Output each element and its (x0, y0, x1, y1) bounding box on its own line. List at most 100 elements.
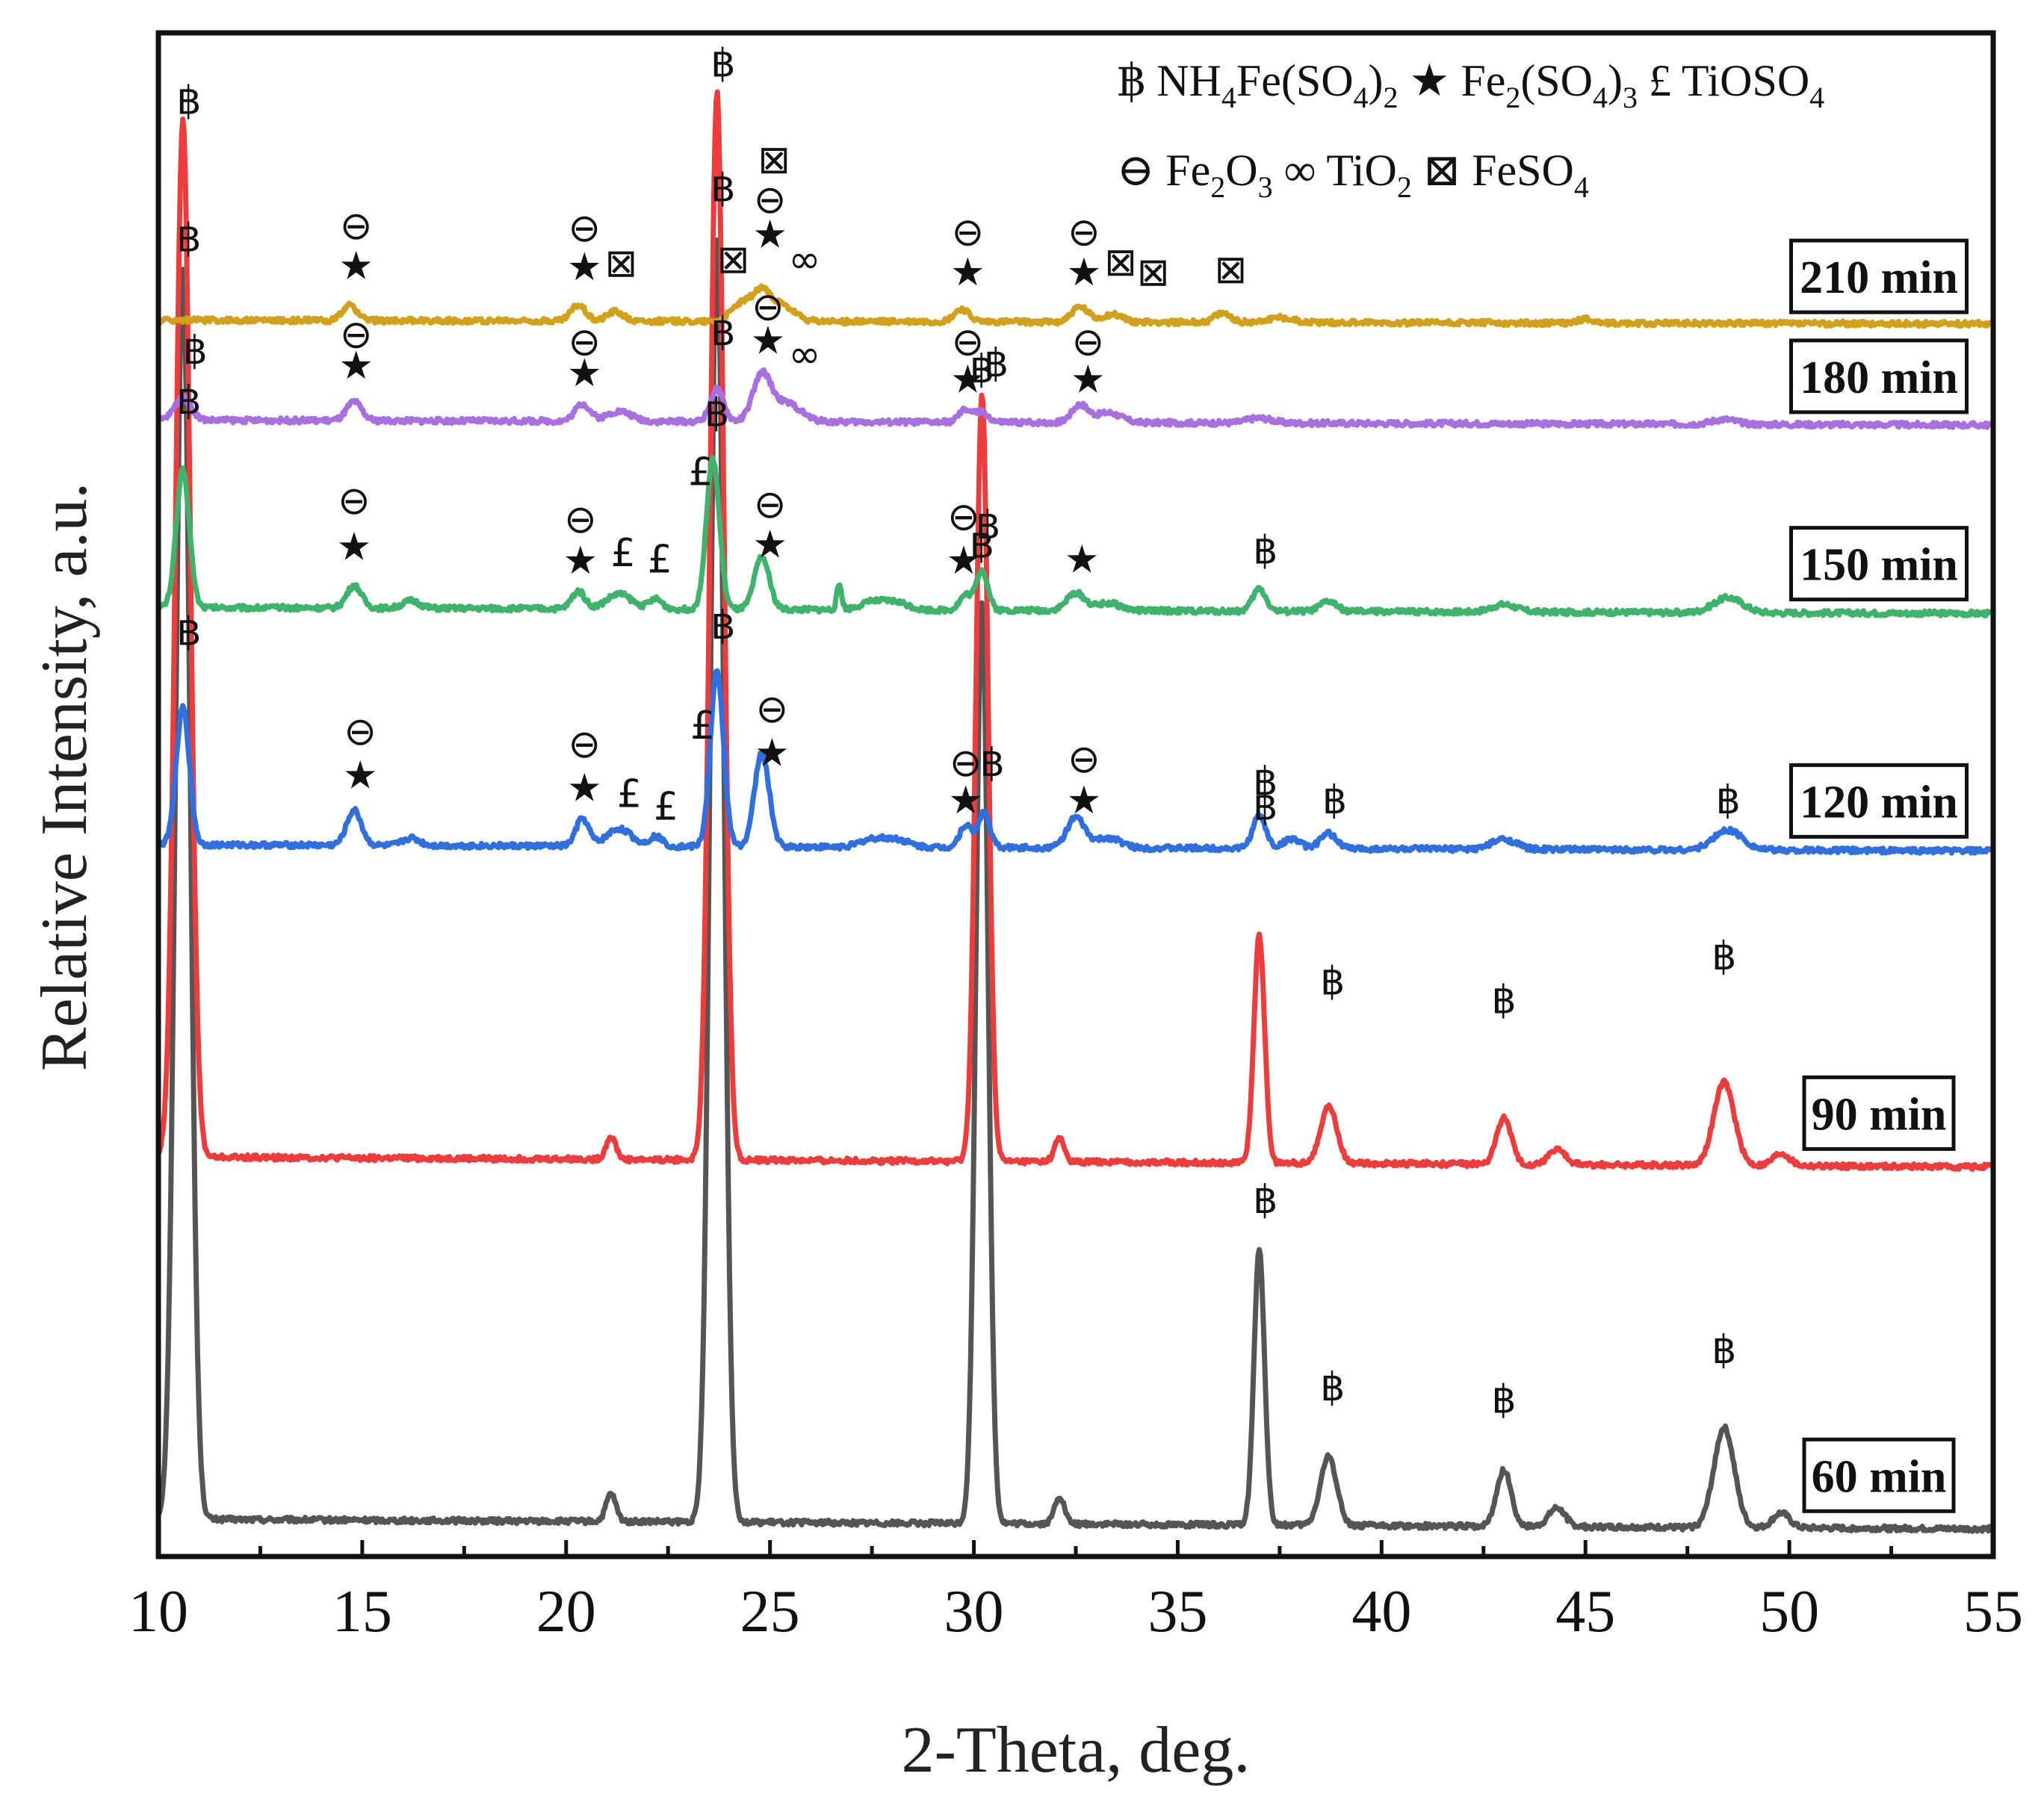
fe2o3-marker: ⊖ (947, 495, 980, 540)
series-line-90-min (155, 89, 1995, 1172)
x-axis-ticks: 10 15 20 25 30 35 40 45 50 55 (128, 1540, 2023, 1645)
tioso4-marker: £ (648, 537, 672, 582)
x-tick-label: 55 (1963, 1579, 2023, 1645)
feso4-marker: ⊠ (605, 241, 638, 286)
fe2o3-marker: ⊖ (754, 178, 787, 223)
fe2so43-marker: ★ (567, 766, 602, 810)
nh4fe-marker: ฿ (710, 167, 735, 211)
nh4fe-marker: ฿ (1712, 934, 1736, 979)
tioso4-marker: £ (617, 772, 642, 817)
series-line-60-min (155, 237, 1996, 1534)
nh4fe-marker: ฿ (1253, 1178, 1278, 1223)
x-tick-label: 40 (1351, 1579, 1411, 1645)
fe2o3-marker: ⊖ (752, 285, 784, 330)
series-label-text: 150 min (1800, 540, 1958, 591)
series-label-layer: 60 min 90 min 120 min 150 min 180 min 210 min (1789, 238, 1969, 1513)
fe2so43-marker: ★ (950, 358, 985, 403)
legend-symbol-tioso4: £ (1649, 56, 1671, 105)
nh4fe-marker: ฿ (1253, 784, 1278, 829)
feso4-marker: ⊠ (758, 137, 790, 182)
nh4fe-marker: ฿ (176, 79, 201, 124)
fe2so43-marker: ★ (751, 319, 786, 364)
series-label-box (1789, 526, 1969, 602)
x-tick-label: 50 (1759, 1579, 1819, 1645)
legend-row-1: ฿ NH4Fe(SO4)2 ★ Fe2(SO4)3 £ TiOSO4 (1117, 56, 1824, 117)
fe2o3-marker: ⊖ (564, 497, 597, 542)
nh4fe-marker: ฿ (1253, 529, 1278, 574)
x-tick-label: 15 (332, 1579, 392, 1645)
nh4fe-marker: ฿ (984, 341, 1009, 386)
fe2o3-marker: ⊖ (754, 482, 787, 527)
fe2so43-marker: ★ (338, 344, 374, 388)
fe2so43-marker: ★ (950, 250, 985, 295)
fe2so43-marker: ★ (338, 243, 374, 288)
fe2o3-marker: ⊖ (340, 312, 373, 357)
legend-symbol-feso4: ⊠ (1423, 146, 1461, 195)
legend-symbol-nh4fe: ฿ (1117, 56, 1145, 105)
legend: ฿ NH4Fe(SO4)2 ★ Fe2(SO4)3 £ TiOSO4 ⊖ Fe2… (1117, 56, 1824, 207)
series-label-150-min: 150 min (1789, 526, 1969, 602)
peak-marker-layer: ฿฿฿฿฿ ฿฿฿฿฿฿฿ ฿฿฿⊖★⊖★ £ ££฿⊖★ ⊖★฿ ⊖★ ฿฿฿฿⊖★⊖★ £ £… (176, 42, 1740, 1423)
legend-row-2: ⊖ Fe2O3 ∞ TiO2 ⊠ FeSO4 (1117, 146, 1589, 207)
fe2o3-marker: ⊖ (569, 722, 601, 767)
fe2so43-marker: ★ (948, 778, 983, 823)
tioso4-marker: £ (654, 784, 678, 829)
series-line-210-min (157, 283, 1996, 329)
nh4fe-marker: ฿ (970, 347, 994, 392)
series-line-150-min (155, 455, 1995, 618)
x-tick-label: 35 (1148, 1579, 1207, 1645)
fe2so43-marker: ★ (337, 525, 372, 570)
nh4fe-marker: ฿ (970, 522, 994, 567)
fe2so43-marker: ★ (563, 539, 598, 583)
fe2o3-marker: ⊖ (952, 210, 985, 255)
fe2o3-marker: ⊖ (1068, 737, 1100, 782)
fe2o3-marker: ⊖ (952, 320, 985, 364)
series-label-box (1789, 338, 1969, 415)
fe2o3-marker: ⊖ (950, 741, 982, 786)
nh4fe-marker: ฿ (1320, 1365, 1345, 1410)
series-label-text: 90 min (1812, 1089, 1947, 1140)
nh4fe-marker: ฿ (710, 310, 735, 355)
legend-symbol-tio2: ∞ (1284, 146, 1316, 195)
series-label-text: 120 min (1800, 777, 1958, 828)
legend-symbol-fe2so43: ★ (1410, 56, 1450, 105)
nh4fe-marker: ฿ (176, 379, 201, 423)
fe2so43-marker: ★ (1065, 537, 1100, 582)
nh4fe-marker: ฿ (980, 741, 1005, 786)
fe2o3-marker: ⊖ (1072, 320, 1105, 364)
fe2so43-marker: ★ (1067, 250, 1102, 295)
tio2-marker: ∞ (788, 332, 820, 377)
x-tick-label: 30 (944, 1579, 1004, 1645)
fe2o3-marker: ⊖ (1068, 210, 1100, 255)
fe2so43-marker: ★ (755, 731, 790, 776)
fe2so43-marker: ★ (752, 213, 787, 258)
series-label-box (1802, 1075, 1956, 1151)
nh4fe-marker: ฿ (710, 603, 735, 648)
nh4fe-marker: ฿ (1716, 778, 1741, 823)
fe2so43-marker: ★ (752, 522, 787, 567)
series-label-box (1802, 1437, 1956, 1513)
series-line-120-min (156, 668, 1996, 856)
series-label-text: 60 min (1812, 1451, 1947, 1502)
series-label-120-min: 120 min (1789, 763, 1969, 839)
fe2so43-marker: ★ (1067, 778, 1102, 823)
fe2o3-marker: ⊖ (569, 206, 601, 251)
x-tick-label: 20 (536, 1579, 596, 1645)
fe2o3-marker: ⊖ (340, 204, 373, 249)
nh4fe-marker: ฿ (176, 217, 201, 261)
nh4fe-marker: ฿ (710, 42, 735, 87)
fe2so43-marker: ★ (1071, 358, 1106, 403)
tioso4-marker: £ (690, 704, 715, 748)
nh4fe-marker: ฿ (1322, 778, 1347, 823)
tio2-marker: ∞ (788, 238, 820, 282)
series-label-text: 180 min (1800, 353, 1958, 403)
nh4fe-marker: ฿ (1492, 1378, 1517, 1423)
nh4fe-marker: ฿ (1320, 960, 1345, 1005)
fe2so43-marker: ★ (567, 351, 602, 396)
fe2o3-marker: ⊖ (344, 710, 377, 754)
y-axis-title: Relative Intensity, a.u. (28, 482, 101, 1072)
x-tick-label: 25 (740, 1579, 800, 1645)
series-layer (155, 89, 1996, 1534)
series-line-180-min (156, 367, 1996, 430)
